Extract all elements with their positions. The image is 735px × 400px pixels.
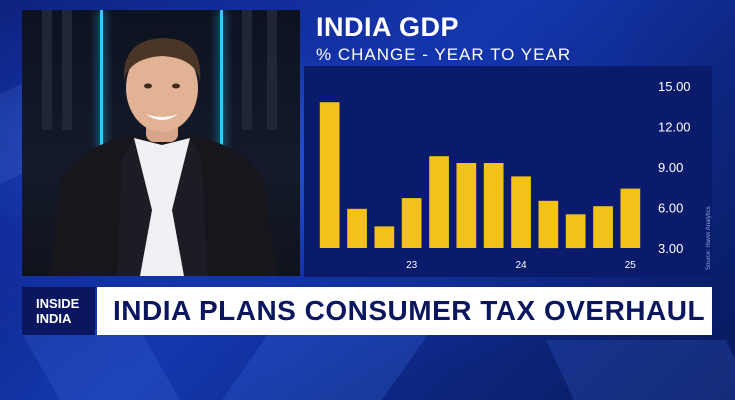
presenter-figure	[50, 38, 277, 276]
neon-light-strip	[100, 10, 103, 150]
y-tick-label: 3.00	[658, 241, 683, 256]
show-bug-line1: INSIDE	[36, 296, 80, 311]
background-facet	[546, 340, 735, 400]
show-bug: INSIDE INDIA	[22, 287, 95, 335]
gdp-bar	[401, 198, 422, 248]
y-tick-label: 15.00	[658, 79, 691, 94]
gdp-bar	[511, 176, 531, 248]
y-tick-label: 9.00	[658, 160, 683, 175]
gdp-bar	[456, 163, 477, 248]
chart-canvas: 15.00 12.00 9.00 6.00 3.00 23 24 25	[319, 79, 691, 271]
y-tick-label: 6.00	[658, 201, 683, 216]
gdp-bar	[565, 214, 586, 249]
x-tick-label: 25	[625, 260, 637, 271]
lower-third: INSIDE INDIA INDIA PLANS CONSUMER TAX OV…	[22, 287, 712, 335]
chart-header: INDIA GDP % CHANGE - YEAR TO YEAR	[316, 12, 716, 66]
gdp-bar	[593, 206, 613, 248]
y-tick-label: 12.00	[658, 120, 691, 135]
show-bug-line2: INDIA	[36, 311, 72, 326]
gdp-bar	[347, 208, 367, 248]
gdp-bar-chart: 15.00 12.00 9.00 6.00 3.00 23 24 25	[304, 66, 712, 277]
gdp-bar	[374, 226, 395, 248]
chart-title: INDIA GDP	[316, 12, 460, 42]
gdp-bar	[429, 156, 449, 248]
neon-light-strip	[220, 10, 223, 150]
gdp-bar	[620, 188, 641, 248]
gdp-bar	[483, 163, 504, 248]
gdp-bar	[538, 200, 559, 249]
presenter-video	[22, 10, 300, 276]
x-tick-label: 23	[406, 260, 418, 271]
headline: INDIA PLANS CONSUMER TAX OVERHAUL	[97, 287, 712, 335]
chart-subtitle: % CHANGE - YEAR TO YEAR	[316, 45, 572, 64]
gdp-bar	[319, 102, 340, 248]
x-tick-label: 24	[515, 260, 527, 271]
chart-source: Source: Haver Analytics	[706, 206, 712, 270]
